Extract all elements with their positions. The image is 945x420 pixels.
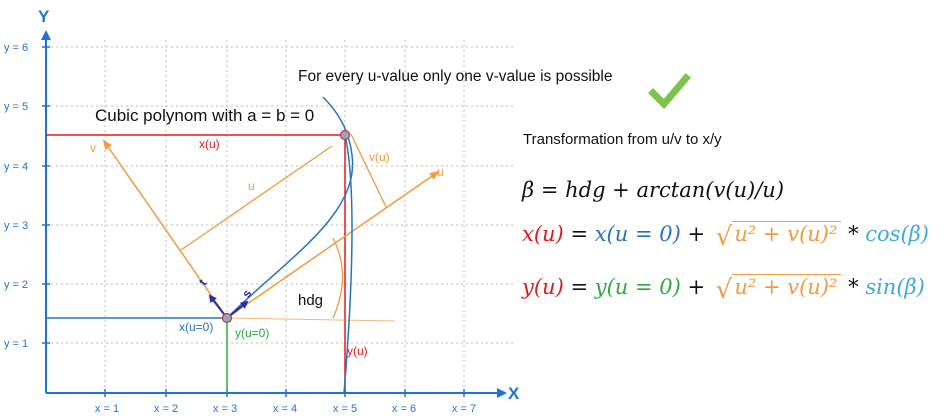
y-tick-label: y = 2: [4, 279, 28, 291]
x-tick-label: x = 7: [452, 403, 476, 415]
y-tick-labels: y = 1 y = 2 y = 3 y = 4 y = 5 y = 6: [4, 42, 28, 350]
v-axis-arrow: [102, 139, 228, 319]
transformation-title: Transformation from u/v to x/y: [523, 131, 722, 148]
curve-point: [339, 129, 351, 141]
x-equation: x(u) = x(u = 0) + √u² + v(u)² * cos(β): [522, 218, 929, 252]
vu-dimension-line: [350, 133, 387, 208]
y-equation: y(u) = y(u = 0) + √u² + v(u)² * sin(β): [522, 271, 925, 305]
y-equation-plus: +: [680, 275, 712, 299]
uniqueness-note: For every u-value only one v-value is po…: [298, 68, 613, 85]
y-equation-equals: =: [563, 275, 595, 299]
axis-ticks: [42, 46, 465, 397]
u-axis-label: u: [437, 165, 444, 179]
v-axis-label: v: [90, 141, 96, 155]
x-tick-label: x = 1: [95, 403, 119, 415]
u-dimension-line: [180, 145, 333, 251]
y-u0-label: y(u=0): [235, 326, 269, 340]
y-tick-label: y = 1: [4, 338, 28, 350]
x-equation-base: x(u = 0): [594, 222, 681, 246]
x-tick-label: x = 2: [154, 403, 178, 415]
yu-label: y(u): [347, 344, 368, 358]
heading-reference-line: [226, 317, 396, 322]
sqrt-icon: √: [715, 222, 733, 252]
y-tick-label: y = 4: [4, 161, 28, 173]
y-axis-label: Y: [38, 7, 50, 26]
vu-label: v(u): [369, 150, 390, 164]
hdg-label: hdg: [298, 292, 323, 309]
x-equation-trig: cos(β): [865, 222, 929, 246]
start-point: [221, 312, 233, 324]
cubic-caption: Cubic polynom with a = b = 0: [95, 106, 315, 125]
x-tick-label: x = 4: [273, 403, 297, 415]
y-equation-trig: sin(β): [865, 275, 925, 299]
cubic-curve: [226, 96, 354, 319]
x-tick-label: x = 3: [213, 403, 237, 415]
cubic-curve-lower-branch: [343, 134, 353, 394]
s-vector-label: s: [239, 287, 255, 300]
x-equation-sqrt: √u² + v(u)²: [716, 218, 842, 252]
grid: [46, 40, 515, 393]
y-equation-radicand: u² + v(u)²: [732, 274, 842, 299]
y-equation-times: *: [841, 275, 866, 299]
hdg-arc: [332, 237, 344, 319]
x-equation-lhs: x(u): [522, 222, 564, 246]
y-tick-label: y = 3: [4, 220, 28, 232]
y-equation-sqrt: √u² + v(u)²: [716, 271, 842, 305]
x-axis-label: X: [508, 384, 520, 403]
x-tick-label: x = 6: [392, 403, 416, 415]
y-tick-label: y = 5: [4, 101, 28, 113]
x-u0-label: x(u=0): [179, 320, 213, 334]
y-equation-base: y(u = 0): [594, 275, 681, 299]
x-tick-label: x = 5: [333, 403, 357, 415]
x-tick-labels: x = 1 x = 2 x = 3 x = 4 x = 5 x = 6 x = …: [95, 403, 476, 415]
beta-equation-rhs: = hdg + arctan(v(u)/u): [540, 178, 785, 202]
x-equation-times: *: [841, 222, 866, 246]
u-dimension-label: u: [248, 179, 255, 193]
y-equation-lhs: y(u): [522, 275, 564, 299]
y-tick-label: y = 6: [4, 42, 28, 54]
beta-equation-lhs: β: [522, 178, 535, 202]
sqrt-icon: √: [715, 275, 733, 305]
u-axis-arrow: [226, 170, 440, 319]
t-vector-label: t: [196, 277, 210, 288]
beta-equation: β = hdg + arctan(v(u)/u): [522, 178, 784, 202]
xu-label: x(u): [199, 137, 220, 151]
x-equation-equals: =: [563, 222, 595, 246]
x-equation-radicand: u² + v(u)²: [732, 221, 842, 246]
x-equation-plus: +: [680, 222, 712, 246]
checkmark-icon: [648, 73, 691, 110]
